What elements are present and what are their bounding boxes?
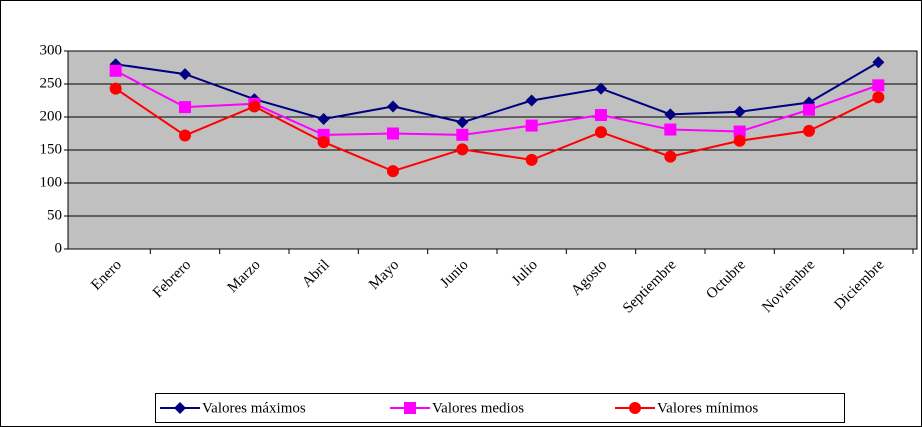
legend-marker bbox=[404, 402, 416, 414]
marker bbox=[109, 82, 122, 95]
series-line bbox=[115, 69, 879, 136]
marker bbox=[317, 112, 330, 125]
marker bbox=[456, 143, 469, 156]
legend-marker bbox=[174, 402, 186, 414]
marker bbox=[733, 105, 746, 118]
marker bbox=[525, 94, 538, 107]
marker bbox=[664, 150, 677, 163]
y-tick-label: 100 bbox=[40, 174, 63, 190]
marker bbox=[733, 134, 746, 147]
marker bbox=[387, 127, 399, 140]
marker bbox=[872, 79, 885, 92]
legend-label: Valores mínimos bbox=[657, 400, 758, 416]
marker bbox=[317, 136, 330, 149]
legend-label: Valores medios bbox=[432, 400, 524, 416]
marker bbox=[525, 153, 538, 166]
marker bbox=[387, 165, 399, 178]
marker bbox=[872, 56, 885, 69]
y-tick-label: 150 bbox=[40, 141, 63, 157]
marker bbox=[803, 103, 815, 116]
legend bbox=[155, 393, 845, 423]
legend-label: Valores máximos bbox=[202, 400, 306, 416]
marker bbox=[595, 109, 607, 122]
y-tick-label: 200 bbox=[40, 108, 63, 124]
y-tick-label: 0 bbox=[55, 240, 63, 256]
marker bbox=[179, 101, 191, 114]
marker bbox=[179, 129, 191, 142]
marker bbox=[456, 128, 469, 141]
marker bbox=[109, 64, 122, 77]
marker bbox=[664, 108, 677, 121]
marker bbox=[595, 126, 607, 139]
series-line bbox=[115, 61, 879, 124]
marker bbox=[387, 100, 399, 113]
series-line bbox=[115, 87, 879, 173]
legend-marker bbox=[629, 402, 641, 414]
marker bbox=[179, 68, 191, 81]
marker bbox=[733, 125, 746, 138]
marker bbox=[664, 123, 677, 136]
marker bbox=[803, 124, 815, 137]
y-tick-label: 250 bbox=[40, 75, 63, 91]
y-tick-label: 50 bbox=[47, 207, 62, 223]
marker bbox=[872, 91, 885, 104]
marker bbox=[456, 116, 469, 129]
marker bbox=[525, 119, 538, 132]
y-tick-label: 300 bbox=[40, 42, 63, 58]
marker bbox=[595, 82, 607, 95]
marker bbox=[248, 100, 261, 113]
